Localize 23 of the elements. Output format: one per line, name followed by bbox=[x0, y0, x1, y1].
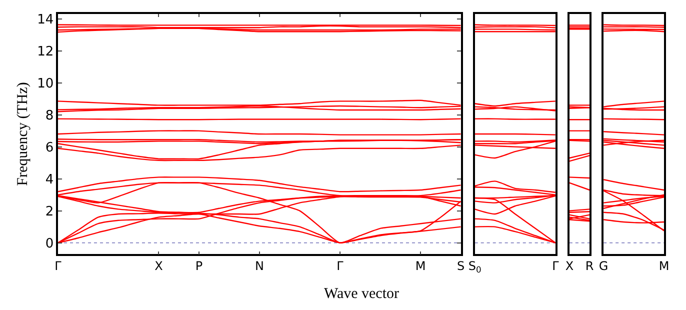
x-tick-label: R bbox=[585, 259, 594, 274]
x-tick-label: Γ bbox=[552, 259, 560, 274]
y-tick-label: 6 bbox=[45, 140, 54, 156]
y-tick-label: 0 bbox=[45, 236, 54, 252]
y-tick-label: 10 bbox=[37, 76, 54, 92]
x-tick-label: S$_{0}$ bbox=[468, 259, 482, 275]
y-tick-label: 14 bbox=[37, 12, 54, 28]
y-tick-label: 4 bbox=[45, 172, 54, 188]
x-tick-label: Γ bbox=[54, 259, 62, 274]
x-tick-label: N bbox=[254, 259, 264, 274]
y-tick-label: 2 bbox=[45, 204, 54, 220]
x-tick-label: G bbox=[598, 259, 608, 274]
x-tick-label: M bbox=[415, 259, 426, 274]
y-tick-label: 12 bbox=[37, 44, 54, 60]
x-tick-label: P bbox=[195, 259, 203, 274]
x-tick-label: X bbox=[565, 259, 574, 274]
x-tick-label: S bbox=[457, 259, 465, 274]
x-tick-label: Γ bbox=[336, 259, 344, 274]
x-tick-label: X bbox=[154, 259, 163, 274]
y-axis-title: Frequency (THz) bbox=[14, 82, 31, 186]
x-axis-title: Wave vector bbox=[324, 286, 400, 302]
y-tick-label: 8 bbox=[45, 108, 54, 124]
x-tick-label: M bbox=[658, 259, 670, 274]
